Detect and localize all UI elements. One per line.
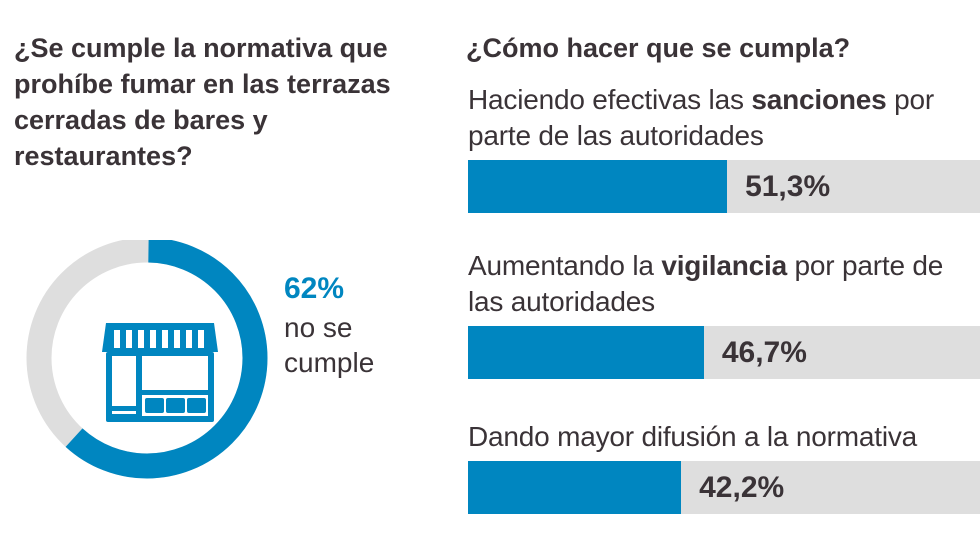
bar-track: 46,7% xyxy=(468,326,980,379)
left-question-title: ¿Se cumple la normativa que prohíbe fuma… xyxy=(14,33,391,171)
bar-track: 51,3% xyxy=(468,160,980,213)
bar-value-label: 51,3% xyxy=(745,170,831,203)
bar-fill xyxy=(468,461,682,514)
bar-item: Dando mayor difusión a la normativa 42,2% xyxy=(468,419,980,514)
bar-item: Aumentando la vigilancia por parte de la… xyxy=(468,248,980,379)
donut-arc-no-se-cumple xyxy=(26,240,268,479)
storefront-icon xyxy=(102,323,218,422)
bar-value-label: 42,2% xyxy=(699,471,785,504)
bar-fill xyxy=(468,160,728,213)
bar-fill xyxy=(468,326,704,379)
bar-label: Dando mayor difusión a la normativa xyxy=(468,421,918,452)
bar-track: 42,2% xyxy=(468,461,980,514)
bar-item: Haciendo efectivas las sanciones por par… xyxy=(468,82,980,213)
donut-label: no se cumple xyxy=(284,312,375,378)
right-question-title: ¿Cómo hacer que se cumpla? xyxy=(466,33,851,63)
bar-value-label: 46,7% xyxy=(721,336,807,369)
bar-label: Aumentando la vigilancia por parte de la… xyxy=(468,250,944,317)
bar-label: Haciendo efectivas las sanciones por par… xyxy=(468,84,934,151)
donut-chart xyxy=(26,240,268,479)
donut-percent: 62% xyxy=(284,272,345,305)
